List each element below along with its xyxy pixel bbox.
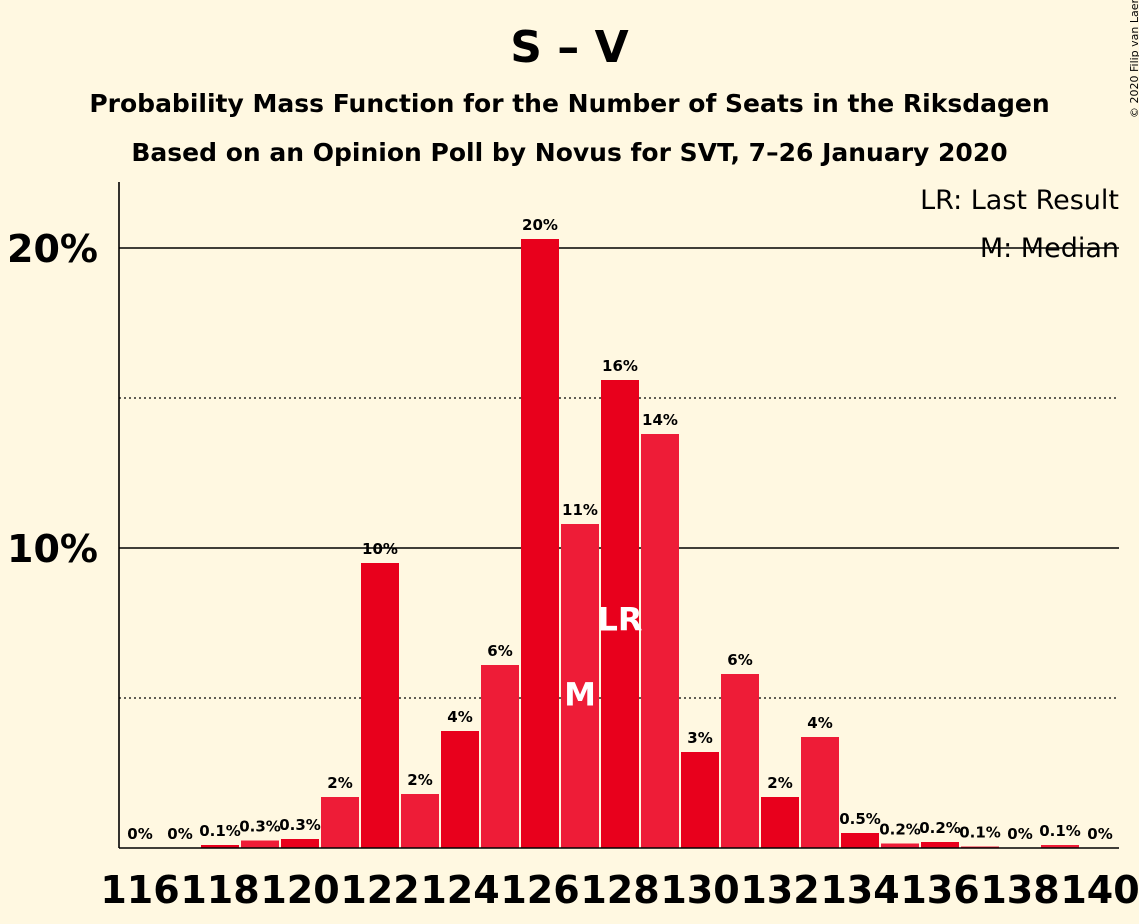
data-label: 10%	[362, 540, 398, 558]
bar-seat-129	[641, 434, 679, 848]
data-label: 0.2%	[919, 819, 961, 837]
x-tick-label: 116	[100, 868, 179, 912]
bar-seat-119	[241, 840, 279, 848]
data-label: 0%	[127, 825, 152, 843]
bar-seat-128	[601, 380, 639, 848]
data-label: 20%	[522, 216, 558, 234]
bar-seat-127	[561, 524, 599, 848]
bar-seat-121	[321, 797, 359, 848]
data-label: 0%	[1007, 825, 1032, 843]
bar-seat-131	[721, 674, 759, 848]
bar-seat-139	[1041, 845, 1079, 848]
data-label: 6%	[487, 642, 512, 660]
x-tick-label: 120	[260, 868, 339, 912]
data-label: 16%	[602, 357, 638, 375]
median-marker: M	[564, 675, 596, 713]
data-label: 0.1%	[1039, 822, 1081, 840]
x-tick-label: 140	[1060, 868, 1139, 912]
data-label: 4%	[807, 714, 832, 732]
data-label: 0.1%	[959, 824, 1001, 842]
bar-seat-118	[201, 845, 239, 848]
chart-subtitle: Probability Mass Function for the Number…	[89, 89, 1050, 118]
y-tick-label: 10%	[7, 527, 98, 571]
bar-seat-133	[801, 737, 839, 848]
data-label: 14%	[642, 411, 678, 429]
bar-seat-135	[881, 843, 919, 848]
bar-seat-125	[481, 665, 519, 848]
x-tick-label: 128	[580, 868, 659, 912]
x-tick-label: 134	[820, 868, 899, 912]
x-tick-label: 132	[740, 868, 819, 912]
data-label: 3%	[687, 729, 712, 747]
bar-seat-134	[841, 833, 879, 848]
chart-subtitle-2: Based on an Opinion Poll by Novus for SV…	[131, 138, 1008, 167]
data-label: 0%	[1087, 825, 1112, 843]
legend-last-result: LR: Last Result	[920, 185, 1119, 216]
x-tick-label: 118	[180, 868, 259, 912]
x-tick-label: 124	[420, 868, 499, 912]
last-result-marker: LR	[597, 600, 642, 638]
data-label: 0.1%	[199, 822, 241, 840]
bar-seat-130	[681, 752, 719, 848]
data-label: 2%	[407, 771, 432, 789]
data-label: 2%	[767, 774, 792, 792]
bar-seat-136	[921, 842, 959, 848]
chart-title: S – V	[510, 22, 629, 73]
data-label: 11%	[562, 501, 598, 519]
bar-seat-120	[281, 839, 319, 848]
bar-seat-132	[761, 797, 799, 848]
data-label: 2%	[327, 774, 352, 792]
x-tick-label: 138	[980, 868, 1059, 912]
data-label: 0.2%	[879, 821, 921, 839]
x-tick-label: 136	[900, 868, 979, 912]
y-tick-label: 20%	[7, 227, 98, 271]
bar-seat-126	[521, 239, 559, 848]
bar-seat-124	[441, 731, 479, 848]
x-tick-label: 126	[500, 868, 579, 912]
bar-seat-122	[361, 563, 399, 848]
data-label: 0.3%	[279, 816, 321, 834]
bar-seat-123	[401, 794, 439, 848]
data-label: 0.3%	[239, 818, 281, 836]
data-label: 6%	[727, 651, 752, 669]
x-tick-label: 122	[340, 868, 419, 912]
data-label: 0%	[167, 825, 192, 843]
data-label: 4%	[447, 708, 472, 726]
data-label: 0.5%	[839, 810, 881, 828]
x-tick-label: 130	[660, 868, 739, 912]
